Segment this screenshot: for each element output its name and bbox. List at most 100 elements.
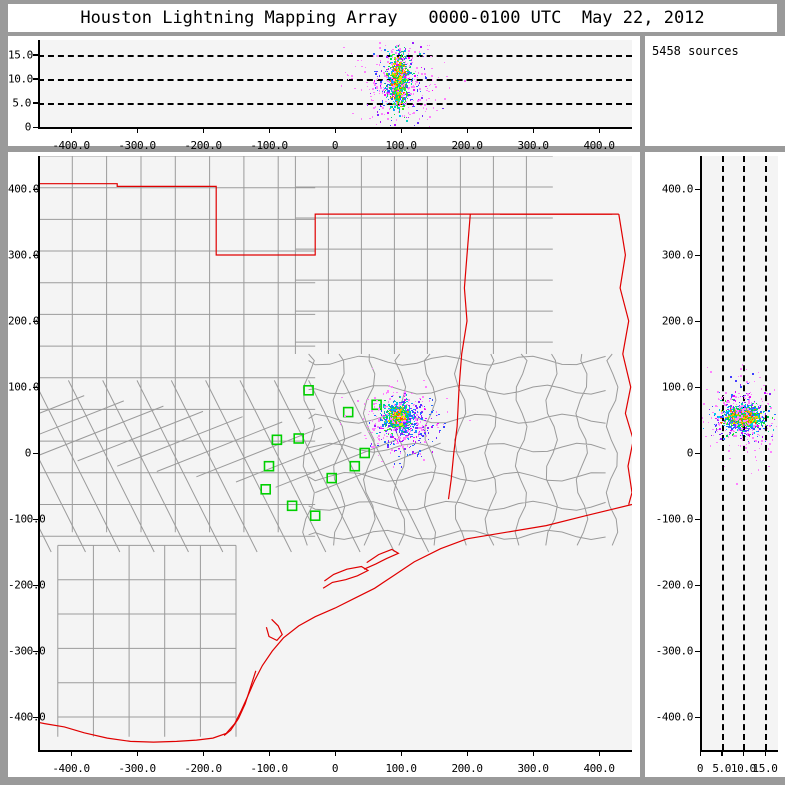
lightning-source-point	[393, 109, 395, 111]
lightning-source-point	[373, 446, 375, 448]
lightning-source-point	[426, 422, 428, 424]
lightning-source-point	[412, 81, 414, 83]
lightning-source-point	[382, 80, 384, 82]
lightning-source-point	[343, 47, 345, 49]
lightning-source-point	[391, 63, 393, 65]
lma-station-marker[interactable]	[288, 501, 297, 510]
lightning-source-point	[390, 410, 392, 412]
lightning-source-point	[758, 423, 760, 425]
lightning-source-point	[402, 108, 404, 110]
lightning-source-point	[444, 62, 446, 64]
lightning-source-point	[394, 422, 396, 424]
state-border-la-ms	[619, 214, 632, 504]
lightning-source-point	[423, 107, 425, 109]
lightning-source-point	[405, 420, 407, 422]
lma-station-marker[interactable]	[311, 511, 320, 520]
lightning-source-point	[392, 395, 394, 397]
lightning-source-point	[418, 440, 420, 442]
lightning-source-point	[400, 74, 402, 76]
lightning-source-point	[394, 419, 396, 421]
lightning-source-point	[420, 91, 422, 93]
lightning-source-point	[735, 391, 737, 393]
lightning-source-point	[400, 409, 402, 411]
lightning-source-point	[412, 426, 414, 428]
map-plot-area[interactable]	[38, 156, 632, 750]
lightning-source-point	[381, 50, 383, 52]
top-y-tick	[33, 127, 39, 129]
lightning-source-point	[379, 42, 381, 44]
lightning-source-point	[404, 85, 406, 87]
lightning-source-point	[423, 459, 425, 461]
lightning-source-point	[366, 82, 368, 84]
lightning-source-point	[436, 424, 438, 426]
lightning-source-point	[388, 401, 390, 403]
top-x-tick-label: 300.0	[517, 140, 548, 151]
lightning-source-point	[390, 98, 392, 100]
lightning-source-point	[388, 93, 390, 95]
lightning-source-point	[391, 436, 393, 438]
lightning-source-point	[391, 69, 393, 71]
lightning-source-point	[412, 417, 414, 419]
lightning-source-point	[411, 436, 413, 438]
lightning-source-point	[415, 431, 417, 433]
lightning-source-point	[380, 83, 382, 85]
map-x-tick-label: 100.0	[385, 763, 416, 774]
lightning-source-point	[431, 68, 433, 70]
lightning-source-point	[422, 396, 424, 398]
lightning-source-point	[379, 406, 381, 408]
lightning-source-point	[378, 438, 380, 440]
lightning-source-point	[400, 407, 402, 409]
lma-station-marker[interactable]	[261, 485, 270, 494]
lightning-source-point	[772, 417, 774, 419]
lightning-source-point	[409, 417, 411, 419]
lightning-source-point	[765, 413, 767, 415]
lightning-source-point	[341, 397, 343, 399]
lightning-source-point	[725, 419, 727, 421]
top-plot-area[interactable]	[38, 40, 632, 127]
lightning-source-point	[387, 118, 389, 120]
lightning-source-point	[387, 444, 389, 446]
lightning-source-point	[364, 435, 366, 437]
map-x-tick	[599, 750, 601, 756]
lightning-source-point	[444, 98, 446, 100]
lightning-source-point	[382, 90, 384, 92]
lightning-source-point	[409, 48, 411, 50]
lightning-source-point	[393, 79, 395, 81]
lightning-source-point	[396, 418, 398, 420]
lightning-source-point	[426, 108, 428, 110]
lightning-source-point	[420, 46, 422, 48]
lightning-source-point	[382, 424, 384, 426]
lightning-source-point	[393, 429, 395, 431]
top-x-tick	[71, 127, 73, 133]
lightning-source-point	[391, 442, 393, 444]
lightning-source-point	[436, 437, 438, 439]
lightning-source-point	[417, 90, 419, 92]
lightning-source-point	[381, 461, 383, 463]
lightning-source-point	[399, 463, 401, 465]
lightning-source-point	[378, 455, 380, 457]
top-y-tick	[33, 54, 39, 56]
right-plot-area[interactable]	[700, 156, 778, 750]
lightning-source-point	[380, 87, 382, 89]
lightning-source-point	[367, 86, 369, 88]
lightning-source-point	[398, 436, 400, 438]
map-y-tick-label: 200.0	[8, 316, 31, 327]
lightning-source-point	[442, 108, 444, 110]
lightning-source-point	[709, 409, 711, 411]
lightning-source-point	[389, 413, 391, 415]
lightning-source-point	[369, 411, 371, 413]
lightning-source-point	[378, 420, 380, 422]
lightning-source-point	[382, 92, 384, 94]
lightning-source-point	[413, 404, 415, 406]
right-gridline	[743, 156, 745, 750]
lightning-source-point	[742, 402, 744, 404]
lightning-source-point	[420, 453, 422, 455]
lightning-source-point	[428, 91, 430, 93]
lightning-source-point	[429, 45, 431, 47]
lightning-source-point	[367, 426, 369, 428]
lightning-source-point	[399, 405, 401, 407]
lightning-source-point	[379, 64, 381, 66]
lightning-source-point	[377, 445, 379, 447]
lightning-source-point	[387, 80, 389, 82]
lma-station-marker[interactable]	[272, 435, 281, 444]
